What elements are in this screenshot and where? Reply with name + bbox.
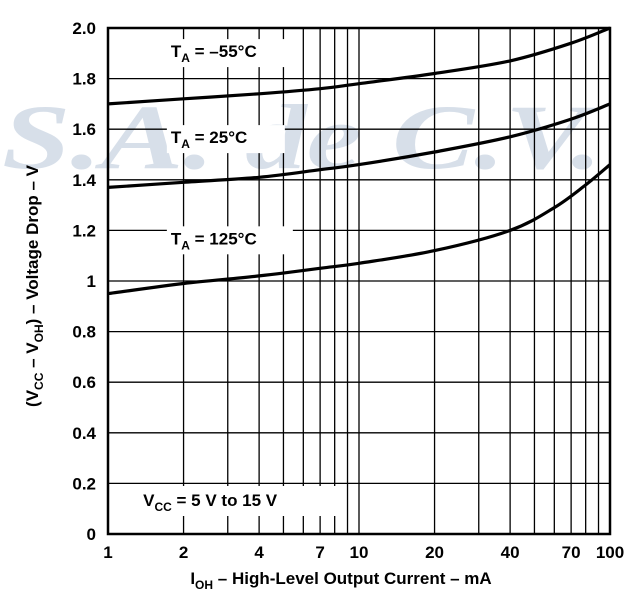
x-tick-label: 10 xyxy=(350,543,369,562)
series-label-background xyxy=(166,226,293,255)
series-label-rest: = –55°C xyxy=(190,42,257,61)
y-label-part: ) – Voltage Drop – V xyxy=(23,164,42,324)
series-label-subscript: A xyxy=(181,238,190,252)
series-line-0 xyxy=(107,26,611,106)
series-label: TA = 125°C xyxy=(171,229,257,252)
plot-frame xyxy=(106,26,612,536)
series-label-rest: = 25°C xyxy=(190,128,247,147)
y-tick-label: 1 xyxy=(87,272,96,291)
x-label-rest: – High-Level Output Current – mA xyxy=(213,569,492,588)
annotation-main: V xyxy=(143,491,155,510)
annotation-background xyxy=(137,486,346,516)
annotation-vcc: VCC = 5 V to 15 V xyxy=(143,491,278,514)
annotation-rest: = 5 V to 15 V xyxy=(172,491,278,510)
x-tick-label: 70 xyxy=(562,543,581,562)
x-tick-label: 1 xyxy=(103,543,112,562)
x-tick-label: 4 xyxy=(254,543,264,562)
grid xyxy=(107,27,611,535)
y-tick-labels: 0 0.2 0.4 0.6 0.8 1 1.2 1.4 1.6 1.8 2.0 xyxy=(72,19,96,544)
y-tick-label: 1.4 xyxy=(72,171,96,190)
x-tick-label: 2 xyxy=(179,543,188,562)
series-label-subscript: A xyxy=(181,137,190,151)
y-tick-label: 1.6 xyxy=(72,120,96,139)
y-tick-label: 2.0 xyxy=(72,19,96,38)
y-tick-label: 0.4 xyxy=(72,424,96,443)
series-label-background xyxy=(166,125,285,154)
series-label-rest: = 125°C xyxy=(190,229,257,248)
series-label-main: T xyxy=(171,42,182,61)
series-label-background xyxy=(166,39,301,68)
y-tick-label: 0 xyxy=(87,525,96,544)
x-tick-label: 100 xyxy=(596,543,624,562)
x-label-main: I xyxy=(190,569,195,588)
y-label-subscript: OH xyxy=(32,324,46,342)
series-label-main: T xyxy=(171,128,182,147)
y-axis-label: (VCC – VOH) – Voltage Drop – V xyxy=(23,164,46,407)
y-label-subscript: CC xyxy=(32,372,46,390)
series-layer xyxy=(107,26,612,296)
x-tick-label: 7 xyxy=(315,543,324,562)
x-tick-label: 40 xyxy=(501,543,520,562)
y-label-part: (V xyxy=(23,389,42,407)
y-label-part: – V xyxy=(23,342,42,373)
y-tick-label: 0.8 xyxy=(72,323,96,342)
series-line-2 xyxy=(107,163,612,296)
x-label-subscript: OH xyxy=(195,578,213,592)
series-label-main: T xyxy=(171,229,182,248)
x-axis-label: IOH – High-Level Output Current – mA xyxy=(190,569,491,592)
series-label: TA = –55°C xyxy=(171,42,257,65)
series-label-subscript: A xyxy=(181,51,190,65)
y-tick-label: 0.2 xyxy=(72,474,96,493)
x-tick-label: 20 xyxy=(425,543,444,562)
series-label: TA = 25°C xyxy=(171,128,247,151)
y-tick-label: 1.2 xyxy=(72,221,96,240)
series-line-1 xyxy=(107,102,611,189)
y-tick-label: 1.8 xyxy=(72,70,96,89)
x-tick-labels: 1 2 4 7 10 20 40 70 100 xyxy=(103,543,624,562)
y-tick-label: 0.6 xyxy=(72,373,96,392)
annotation-subscript: CC xyxy=(154,500,172,514)
